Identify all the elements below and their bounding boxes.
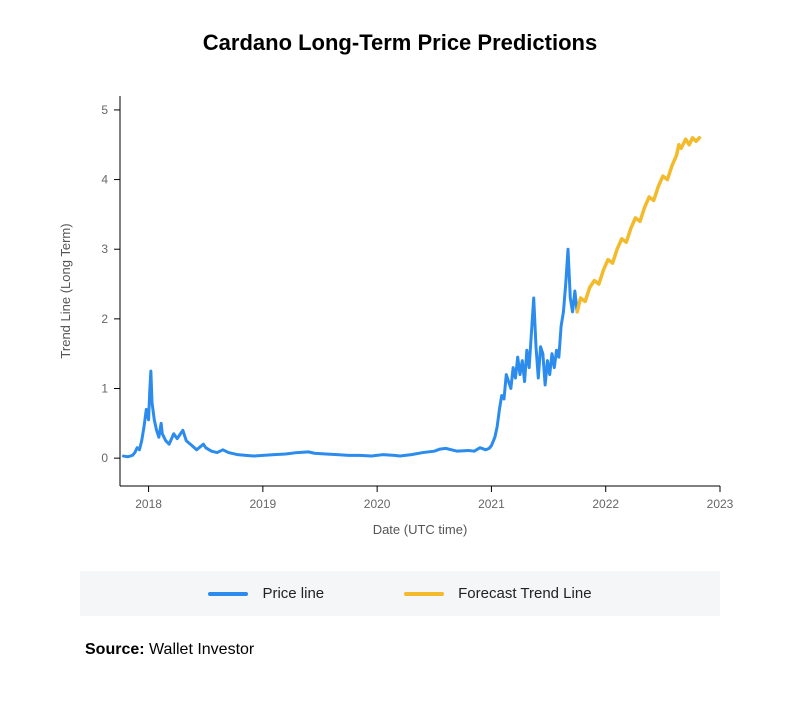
x-tick-label: 2019 (250, 497, 277, 511)
source-label: Source: (85, 641, 145, 658)
chart-svg: 0 1 2 3 4 5 2018 2019 2020 2021 2022 2023 Date (UTC … (40, 76, 740, 546)
x-tick-label: 2018 (135, 497, 162, 511)
x-tick-label: 2023 (707, 497, 734, 511)
legend-item: Forecast Trend Line (404, 585, 591, 602)
chart-container: Cardano Long-Term Price Predictions 0 1 2 3… (0, 0, 800, 726)
series-line (123, 249, 577, 457)
y-tick-label: 5 (101, 103, 108, 117)
x-tick-label: 2020 (364, 497, 391, 511)
y-tick-label: 2 (101, 312, 108, 326)
legend-item: Price line (208, 585, 324, 602)
legend-label: Forecast Trend Line (458, 585, 591, 602)
y-tick-label: 0 (101, 451, 108, 465)
legend-swatch (404, 592, 444, 596)
legend-label: Price line (262, 585, 324, 602)
legend: Price line Forecast Trend Line (80, 571, 720, 616)
x-axis-title: Date (UTC time) (373, 522, 468, 537)
source-value: Wallet Investor (149, 641, 254, 658)
series-line (577, 138, 699, 312)
x-tick-label: 2022 (592, 497, 619, 511)
y-tick-label: 3 (101, 242, 108, 256)
source-line: Source: Wallet Investor (85, 641, 760, 659)
legend-swatch (208, 592, 248, 596)
x-tick-label: 2021 (478, 497, 505, 511)
y-tick-label: 4 (101, 173, 108, 187)
chart-plot-area: 0 1 2 3 4 5 2018 2019 2020 2021 2022 2023 Date (UTC … (40, 76, 760, 546)
y-tick-label: 1 (101, 382, 108, 396)
chart-title: Cardano Long-Term Price Predictions (40, 30, 760, 56)
y-axis-title: Trend Line (Long Term) (58, 223, 73, 358)
